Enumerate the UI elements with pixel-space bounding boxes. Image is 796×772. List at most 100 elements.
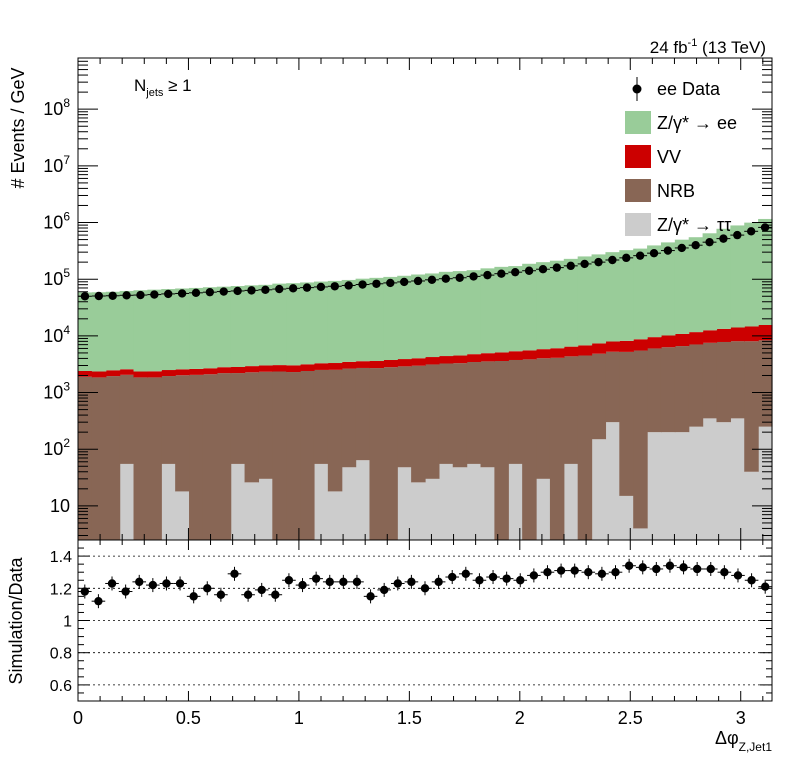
upper-y-axis-label: # Events / GeV bbox=[8, 67, 28, 188]
bar-vv-24 bbox=[411, 358, 426, 366]
ratio-point-13 bbox=[254, 582, 269, 597]
bar-vv-37 bbox=[591, 343, 607, 354]
legend-label: Z/γ* → ττ bbox=[657, 215, 731, 235]
data-point-43 bbox=[674, 243, 689, 253]
bar-nrb-20 bbox=[355, 367, 371, 461]
bar-z-11 bbox=[230, 463, 246, 540]
lower-axis: 0 0.5 1 1.5 2 2.5 3 0.6 0.8 1 1.2 1.4 bbox=[50, 539, 772, 728]
bar-vv-10 bbox=[216, 367, 232, 374]
bar-zee-7 bbox=[175, 288, 190, 370]
data-point-11 bbox=[230, 286, 245, 296]
bar-nrb-43 bbox=[674, 346, 690, 433]
bar-zee-27 bbox=[452, 271, 468, 356]
bar-vv-22 bbox=[383, 360, 398, 368]
bar-vv-21 bbox=[369, 361, 384, 369]
lower-ytick-label: 0.6 bbox=[50, 678, 72, 695]
ratio-point-6 bbox=[159, 576, 174, 591]
lower-ytick-label: 1.4 bbox=[50, 549, 72, 566]
upper-ytick-label: 103 bbox=[43, 380, 70, 403]
legend-label: VV bbox=[657, 147, 681, 167]
upper-ytick-label: 107 bbox=[43, 153, 70, 176]
bar-zee-21 bbox=[369, 277, 384, 362]
data-point-6 bbox=[161, 289, 176, 299]
data-point-23 bbox=[397, 277, 412, 287]
bar-zee-4 bbox=[133, 290, 148, 372]
data-point-26 bbox=[438, 274, 453, 283]
bar-nrb-29 bbox=[480, 361, 495, 468]
bar-nrb-21 bbox=[369, 368, 384, 540]
upper-stack-bars bbox=[78, 218, 773, 540]
ratio-point-27 bbox=[445, 570, 460, 585]
upper-ytick-label: 108 bbox=[43, 96, 70, 119]
bar-zee-14 bbox=[272, 283, 287, 366]
x-tick-label: 1.5 bbox=[397, 708, 422, 728]
bar-z-7 bbox=[175, 491, 190, 540]
ratio-point-18 bbox=[322, 574, 337, 589]
bar-zee-5 bbox=[147, 289, 162, 372]
data-point-47 bbox=[730, 230, 745, 240]
bar-z-40 bbox=[633, 528, 648, 540]
bar-zee-38 bbox=[605, 252, 620, 342]
bar-zee-25 bbox=[425, 273, 440, 358]
bar-z-45 bbox=[702, 418, 718, 540]
data-point-19 bbox=[341, 281, 356, 290]
bar-zee-31 bbox=[508, 266, 523, 352]
lower-y-axis-label: Simulation/Data bbox=[6, 556, 26, 684]
ratio-point-1 bbox=[91, 594, 106, 609]
data-point-16 bbox=[300, 283, 314, 292]
bar-nrb-16 bbox=[300, 370, 315, 540]
bar-vv-30 bbox=[494, 352, 509, 362]
bar-nrb-26 bbox=[438, 363, 454, 464]
bar-nrb-5 bbox=[147, 377, 162, 540]
bar-nrb-8 bbox=[189, 374, 204, 540]
ratio-point-25 bbox=[418, 581, 432, 596]
ratio-point-20 bbox=[350, 574, 364, 589]
bar-nrb-2 bbox=[105, 376, 121, 540]
data-point-9 bbox=[202, 287, 217, 297]
bar-vv-5 bbox=[147, 371, 162, 378]
data-point-17 bbox=[313, 282, 328, 292]
data-point-44 bbox=[688, 241, 703, 250]
bar-zee-40 bbox=[633, 248, 648, 340]
bar-nrb-34 bbox=[549, 357, 565, 540]
bar-vv-36 bbox=[577, 345, 593, 356]
bar-vv-38 bbox=[605, 341, 620, 352]
bar-nrb-28 bbox=[466, 362, 482, 464]
upper-ytick-label: 104 bbox=[43, 323, 70, 346]
bar-z-20 bbox=[355, 460, 371, 540]
data-point-10 bbox=[216, 287, 231, 296]
x-tick-label: 1 bbox=[294, 708, 304, 728]
lower-ytick-label: 0.8 bbox=[50, 646, 72, 663]
bar-nrb-4 bbox=[133, 377, 148, 540]
ratio-point-3 bbox=[118, 584, 133, 599]
data-point-1 bbox=[91, 291, 106, 301]
ratio-point-28 bbox=[459, 566, 473, 581]
bar-z-19 bbox=[341, 467, 357, 540]
data-point-21 bbox=[369, 279, 384, 288]
upper-ytick-label: 105 bbox=[43, 266, 70, 289]
bar-vv-28 bbox=[466, 354, 482, 363]
bar-nrb-11 bbox=[230, 373, 246, 464]
ratio-point-43 bbox=[663, 558, 677, 573]
bar-zee-32 bbox=[522, 263, 537, 351]
ratio-points bbox=[78, 558, 772, 609]
bar-nrb-31 bbox=[508, 359, 523, 464]
bar-vv-6 bbox=[161, 370, 176, 377]
ratio-point-37 bbox=[581, 565, 596, 580]
bar-zee-17 bbox=[313, 281, 329, 364]
ratio-point-10 bbox=[214, 587, 228, 602]
data-point-24 bbox=[411, 276, 425, 286]
legend: ee Data Z/γ* → ee VV NRB Z/γ* → ττ bbox=[625, 77, 737, 236]
ratio-point-39 bbox=[608, 565, 623, 580]
bar-zee-28 bbox=[466, 270, 482, 355]
bar-nrb-30 bbox=[494, 361, 509, 540]
legend-swatch bbox=[625, 213, 651, 236]
bar-z-41 bbox=[647, 432, 662, 540]
ratio-gridlines bbox=[78, 555, 772, 686]
ratio-point-40 bbox=[622, 558, 636, 573]
data-point-20 bbox=[355, 280, 370, 289]
legend-swatch bbox=[625, 179, 651, 202]
legend-item-0: ee Data bbox=[632, 77, 721, 101]
bar-vv-13 bbox=[258, 365, 273, 372]
data-point-34 bbox=[549, 263, 564, 272]
